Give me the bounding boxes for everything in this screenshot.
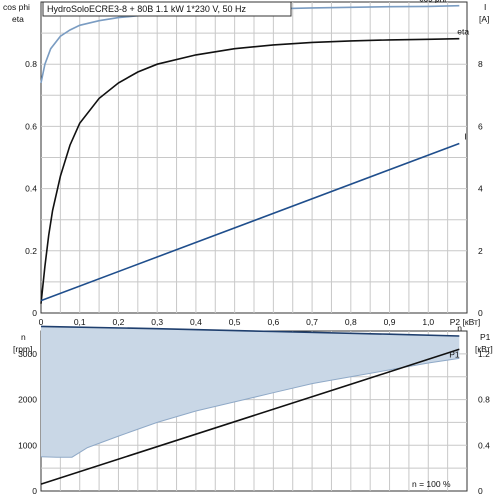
top-left-axis-label-cosphi: cos phi [3,2,30,12]
bottom-series-group: n P1 [40,323,462,485]
top-x-tick-label: 0,9 [384,317,396,327]
series-label-cos-phi: cos phi [419,0,446,4]
top-grid: 0 0,1 0,2 0,3 0,4 0,5 0,6 0,7 0,8 0,9 1,0 P2 [кВт]0… [25,2,483,327]
top-left-y-tick-label: 0 [32,308,37,318]
bottom-right-y-tick-label: 0.8 [478,395,490,405]
speed-annotation: n = 100 % [412,479,451,489]
bottom-right-y-tick-label: 1.2 [478,349,490,359]
bottom-right-y-tick-label: 0 [478,486,483,496]
top-x-tick-label: 0,7 [306,317,318,327]
bottom-left-axis-label: n [21,332,26,342]
series-line-n [40,325,460,337]
series-line-p1 [40,348,460,485]
top-x-tick-label: 0,8 [345,317,357,327]
bottom-left-y-tick-label: 2000 [18,395,37,405]
bottom-right-y-tick-label: 0.4 [478,440,490,450]
top-left-y-tick-label: 0.2 [25,246,37,256]
top-x-tick-label: 0 [39,317,44,327]
operating-range-lower-edge [40,357,460,458]
top-x-tick-label: 0,5 [229,317,241,327]
operating-range-band [41,326,460,458]
bottom-left-y-tick-label: 0 [32,486,37,496]
bottom-right-axis-unit: [кВт] [475,344,493,354]
title-box [42,1,292,17]
top-x-tick-label: 0,6 [267,317,279,327]
top-right-y-tick-label: 0 [478,308,483,318]
bottom-left-y-tick-label: 3000 [18,349,37,359]
top-x-tick-label: P2 [кВт] [450,317,480,327]
top-x-tick-label: 0,1 [74,317,86,327]
bottom-left-axis-unit: [rpm] [13,344,32,354]
top-right-y-tick-label: 8 [478,59,483,69]
top-x-tick-label: 1,0 [422,317,434,327]
top-left-y-tick-label: 0.6 [25,121,37,131]
top-right-axis-label: I [484,2,486,12]
top-right-axis-unit: [A] [479,14,489,24]
bottom-left-y-tick-label: 1000 [18,440,37,450]
bottom-right-axis-label: P1 [480,332,491,342]
top-right-y-tick-label: 2 [478,246,483,256]
series-line-i [40,142,460,302]
top-x-tick-label: 0,3 [151,317,163,327]
top-left-y-tick-label: 0.8 [25,59,37,69]
top-x-tick-label: 0,4 [190,317,202,327]
series-label-eta: eta [457,27,469,37]
series-label-p1: P1 [449,349,460,359]
series-label-i: I [464,132,466,142]
series-label-n: n [457,323,462,333]
chart-title: HydroSoloECRE3-8 + 80B 1.1 kW 1*230 V, 5… [47,4,247,14]
top-left-axis-label-eta: eta [12,14,24,24]
series-line-eta [40,37,460,304]
top-right-y-tick-label: 4 [478,184,483,194]
top-right-y-tick-label: 6 [478,121,483,131]
top-left-y-tick-label: 0.4 [25,184,37,194]
top-x-tick-label: 0,2 [113,317,125,327]
